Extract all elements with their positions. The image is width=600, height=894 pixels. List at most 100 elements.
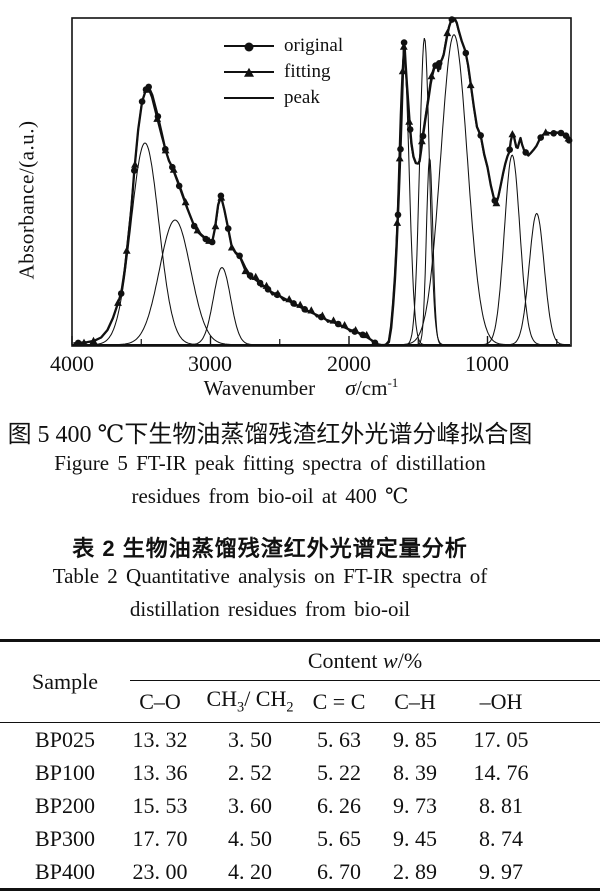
original-data-point: [477, 132, 485, 139]
spacer-cell: [540, 855, 600, 890]
x-axis-unit-exponent: -1: [387, 375, 399, 390]
value-cell: 3. 50: [228, 726, 272, 752]
original-data-point: [406, 126, 414, 133]
sample-column-header: Sample: [0, 640, 130, 723]
original-data-point: [117, 290, 125, 297]
x-axis-title-word: Wavenumber: [203, 376, 316, 400]
fitting-data-point: [181, 198, 190, 206]
value-cell: 5. 65: [317, 825, 361, 851]
value-cell: 13. 36: [132, 759, 188, 785]
legend-line-sample: [224, 67, 274, 77]
spacer-cell: [540, 756, 600, 789]
fitting-data-point: [541, 128, 550, 136]
content-header-suffix: /%: [397, 648, 423, 673]
fitting-data-point: [205, 236, 213, 244]
fitting-data-point: [362, 330, 371, 339]
fitting-data-point: [227, 243, 236, 251]
fitting-data-point: [142, 85, 151, 93]
fitting-data-point: [153, 114, 162, 122]
circle-marker-icon: [244, 42, 254, 52]
chart-legend: original fitting peak: [224, 33, 343, 111]
fitting-data-point: [395, 154, 404, 162]
value-cell: 8. 39: [393, 759, 437, 785]
spacer-cell: [540, 680, 600, 723]
table-row: BP300 17. 70 4. 50 5. 65 9. 45 8. 74: [0, 822, 600, 855]
content-header-symbol: w: [383, 648, 398, 673]
fitting-data-point: [427, 72, 436, 80]
value-cell: 2. 89: [393, 858, 437, 884]
fitting-data-point: [318, 311, 327, 319]
bond-column-header: C = C: [310, 680, 368, 723]
sample-cell: BP300: [35, 825, 95, 851]
bond-column-header: CH3/ CH2: [190, 680, 310, 723]
fitting-data-point: [89, 336, 98, 344]
original-data-point: [236, 252, 243, 260]
original-data-point: [394, 211, 402, 219]
value-cell: 9. 85: [393, 726, 437, 752]
fitting-data-point: [393, 218, 402, 226]
figure-caption-english-line2: residues from bio-oil at 400 ℃: [131, 484, 409, 508]
original-data-point: [419, 132, 427, 140]
value-cell: 4. 50: [228, 825, 272, 851]
fitting-data-point: [285, 295, 294, 303]
fitting-data-point: [273, 289, 282, 297]
fitting-data-point: [169, 165, 178, 173]
legend-item-peak: peak: [224, 85, 343, 111]
y-axis-label: Absorbance/(a.u.): [14, 120, 39, 280]
legend-label: original: [284, 35, 344, 56]
fitting-data-point: [340, 321, 349, 329]
value-cell: 6. 26: [317, 792, 361, 818]
content-header-prefix: Content: [307, 648, 384, 673]
peak-component-curve: [72, 267, 570, 346]
value-cell: 5. 22: [317, 759, 361, 785]
original-data-point: [190, 222, 198, 230]
original-data-point: [506, 146, 513, 153]
value-cell: 9. 45: [393, 825, 437, 851]
original-data-point: [131, 167, 138, 174]
ftir-chart: Absorbance/(a.u.) 4000 3000 2000 1000 Wa…: [0, 0, 600, 405]
original-data-point: [448, 16, 456, 23]
fitting-data-point: [241, 266, 250, 275]
x-axis-tick-label: 4000: [50, 351, 94, 376]
fitting-data-point: [329, 316, 338, 324]
value-cell: 23. 00: [132, 858, 188, 884]
fitting-data-point: [307, 306, 316, 314]
value-cell: 17. 05: [473, 726, 529, 752]
fitting-data-point: [262, 281, 271, 289]
fitting-data-point: [217, 193, 226, 201]
original-data-point: [522, 149, 529, 156]
value-cell: 8. 81: [479, 792, 523, 818]
fitting-data-point: [122, 246, 131, 254]
legend-line-sample: [224, 42, 274, 52]
spacer-cell: [540, 723, 600, 757]
ftir-spectra-plot: [71, 16, 573, 347]
sample-cell: BP200: [35, 792, 95, 818]
value-cell: 9. 97: [479, 858, 523, 884]
fitting-data-point: [564, 134, 573, 142]
original-data-point: [175, 182, 183, 190]
content-group-header: Content w/%: [130, 640, 600, 681]
triangle-marker-icon: [244, 67, 254, 77]
fitting-data-point: [114, 298, 122, 306]
fitting-data-point: [161, 146, 170, 154]
original-data-point: [435, 60, 443, 67]
original-data-point: [557, 129, 565, 137]
value-cell: 5. 63: [317, 726, 361, 752]
spacer-cell: [540, 789, 600, 822]
fitting-data-point: [492, 199, 501, 207]
value-cell: 17. 70: [132, 825, 188, 851]
sample-cell: BP100: [35, 759, 95, 785]
x-axis-unit: /cm: [355, 376, 388, 400]
sample-cell: BP025: [35, 726, 95, 752]
bond-column-header: –OH: [462, 680, 540, 723]
fitting-data-point: [351, 326, 360, 334]
table-caption-english-line1: Table 2 Quantitative analysis on FT-IR s…: [52, 564, 488, 588]
original-data-point: [224, 225, 232, 232]
original-curve: [73, 16, 572, 347]
original-data-point: [371, 339, 379, 347]
value-cell: 4. 20: [228, 858, 272, 884]
x-axis-tick-label: 2000: [327, 351, 371, 376]
original-data-point: [397, 145, 404, 153]
legend-line-sample: [224, 97, 274, 99]
